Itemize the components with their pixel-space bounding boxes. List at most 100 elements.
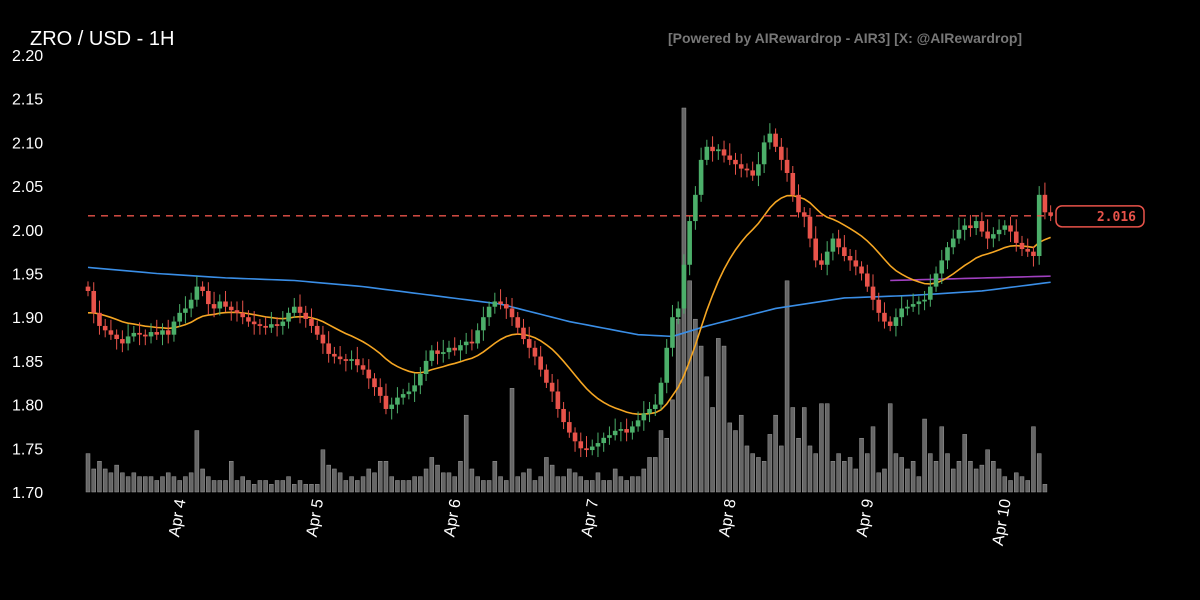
- volume-bar: [928, 453, 933, 493]
- candle-body: [962, 225, 967, 230]
- candle-body: [595, 443, 601, 447]
- volume-bar: [796, 437, 801, 493]
- volume-bar: [131, 472, 137, 493]
- candle-body: [887, 321, 893, 326]
- volume-bar: [538, 476, 543, 493]
- candle-body: [630, 426, 635, 433]
- volume-bar: [721, 345, 727, 493]
- volume-bar: [492, 461, 498, 493]
- volume-bar: [687, 280, 692, 493]
- candle-body: [406, 391, 412, 395]
- volume-bar: [779, 445, 784, 493]
- volume-bar: [704, 376, 710, 493]
- volume-bar: [933, 461, 939, 493]
- candle-body: [309, 318, 314, 326]
- volume-bar: [423, 468, 429, 493]
- volume-bar: [418, 476, 423, 493]
- candle-body: [589, 446, 595, 451]
- candle-body: [97, 312, 102, 326]
- candle-body: [1013, 231, 1019, 243]
- volume-bar: [950, 468, 956, 493]
- candle-body: [727, 155, 733, 160]
- candle-body: [452, 347, 458, 351]
- volume-bar: [515, 476, 520, 493]
- candle-body: [635, 420, 641, 427]
- candle-body: [165, 330, 171, 335]
- y-tick-label: 2.10: [12, 135, 43, 152]
- candle-body: [291, 306, 297, 313]
- candle-body: [601, 437, 606, 444]
- candle-body: [939, 260, 945, 274]
- candle-body: [314, 325, 320, 335]
- candle-body: [538, 356, 543, 370]
- candle-body: [326, 343, 331, 354]
- volume-bar: [910, 461, 916, 493]
- candle-body: [830, 238, 836, 252]
- candle-body: [1042, 194, 1048, 213]
- candle-body: [435, 350, 440, 354]
- candle-body: [796, 194, 801, 213]
- volume-bar: [366, 468, 372, 493]
- candle-body: [870, 286, 876, 300]
- candle-body: [876, 299, 882, 313]
- volume-bar: [784, 280, 790, 493]
- volume-bar: [108, 472, 114, 493]
- volume-bar: [263, 480, 268, 493]
- volume-bar: [555, 476, 561, 493]
- volume-bar: [120, 472, 125, 493]
- volume-bar: [572, 472, 578, 493]
- candle-body: [687, 221, 692, 265]
- volume-bar: [314, 484, 320, 493]
- candle-body: [1036, 194, 1042, 257]
- volume-bar: [251, 484, 257, 493]
- long-moving-average-line: [87, 266, 1051, 338]
- candle-body: [108, 330, 114, 335]
- volume-bar: [400, 480, 406, 493]
- volume-bar: [962, 434, 967, 493]
- candle-body: [675, 308, 681, 318]
- candle-body: [246, 317, 251, 322]
- volume-bar: [647, 457, 652, 493]
- volume-bar: [395, 480, 400, 493]
- candle-body: [945, 247, 950, 261]
- candle-body: [733, 159, 738, 165]
- volume-bar: [584, 480, 589, 493]
- volume-bar: [91, 468, 96, 493]
- volume-bar: [756, 457, 761, 493]
- volume-bar: [842, 461, 847, 493]
- candle-body: [756, 164, 761, 176]
- volume-bar: [807, 445, 813, 493]
- candle-body: [200, 286, 205, 291]
- candle-body: [360, 365, 366, 370]
- candle-body: [280, 321, 286, 326]
- candle-body: [458, 345, 463, 351]
- candle-body: [922, 299, 927, 302]
- volume-bar: [767, 434, 773, 493]
- candle-body: [721, 149, 727, 156]
- candle-body: [710, 146, 715, 152]
- volume-bar: [630, 476, 635, 493]
- volume-bar: [578, 476, 584, 493]
- volume-bar: [114, 464, 119, 493]
- volume-bar: [286, 476, 291, 493]
- volume-bar: [177, 480, 182, 493]
- volume-bar: [589, 480, 595, 493]
- volume-bar: [223, 480, 228, 493]
- candle-body: [681, 264, 687, 309]
- candle-body: [607, 435, 612, 438]
- volume-bar: [882, 468, 887, 493]
- candle-body: [853, 260, 859, 267]
- candle-body: [790, 172, 796, 195]
- volume-bar: [349, 476, 354, 493]
- x-tick-label: Apr 8: [716, 498, 739, 539]
- candle-body: [836, 238, 841, 248]
- volume-bar: [973, 468, 979, 493]
- candle-body: [1002, 225, 1008, 230]
- candle-body: [612, 430, 618, 436]
- volume-bar: [452, 476, 457, 493]
- volume-bar: [160, 476, 165, 493]
- ema-line: [88, 194, 1051, 415]
- volume-bar: [635, 476, 641, 493]
- x-tick-label: Apr 5: [304, 498, 327, 539]
- volume-bar: [274, 480, 280, 493]
